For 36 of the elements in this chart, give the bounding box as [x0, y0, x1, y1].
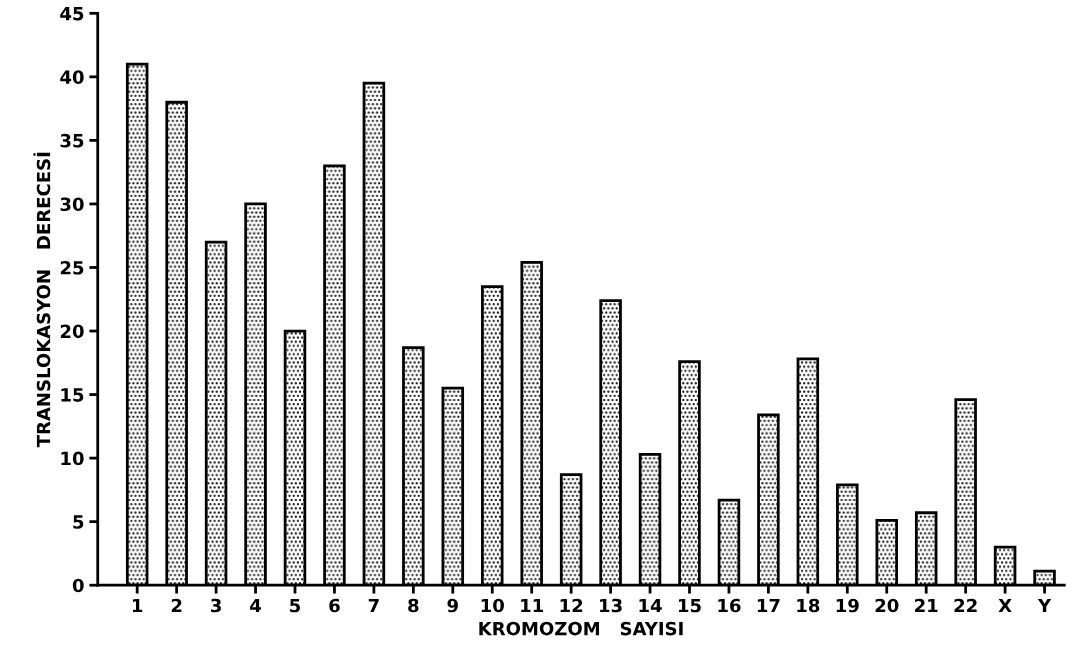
x-tick-label: 14	[639, 598, 662, 613]
x-tick-label: 6	[329, 598, 340, 613]
x-tick-label: 11	[521, 598, 544, 613]
x-tick-label: 1	[132, 598, 143, 613]
x-tick-label: 18	[797, 598, 820, 613]
x-tick-label: X	[998, 598, 1012, 613]
y-tick-label: 45	[60, 7, 84, 21]
x-tick-label: 15	[678, 598, 701, 613]
x-tick-label: 8	[408, 598, 419, 613]
x-tick-label: 5	[290, 598, 301, 613]
x-tick-label: 7	[368, 598, 379, 613]
y-tick-label: 25	[60, 260, 84, 275]
x-tick-label: 12	[560, 598, 583, 613]
x-tick-label: 20	[875, 598, 899, 613]
x-tick-label: Y	[1037, 598, 1052, 613]
x-axis-title: KROMOZOM SAYISI	[479, 621, 683, 636]
y-tick-label: 30	[60, 197, 84, 212]
x-tick-label: 19	[836, 598, 859, 613]
x-tick-label: 2	[171, 598, 182, 613]
x-tick-label: 17	[757, 598, 780, 613]
y-tick-label: 5	[73, 515, 84, 529]
x-tick-label: 10	[481, 598, 504, 613]
x-tick-label: 4	[250, 598, 261, 613]
x-tick-label: 22	[954, 598, 977, 613]
x-tick-label: 3	[211, 598, 221, 613]
y-tick-label: 20	[60, 324, 84, 339]
y-tick-label: 40	[60, 70, 84, 84]
y-tick-label: 0	[72, 578, 84, 593]
y-tick-label: 15	[61, 388, 84, 402]
x-tick-label: 13	[600, 598, 622, 613]
x-tick-label: 9	[447, 598, 458, 613]
x-tick-label: 21	[915, 598, 938, 613]
x-tick-label: 16	[718, 598, 741, 613]
y-tick-label: 35	[60, 133, 84, 148]
y-axis-title: TRANSLOKASYON DERECESİ	[33, 152, 51, 448]
y-tick-label: 10	[61, 451, 84, 466]
